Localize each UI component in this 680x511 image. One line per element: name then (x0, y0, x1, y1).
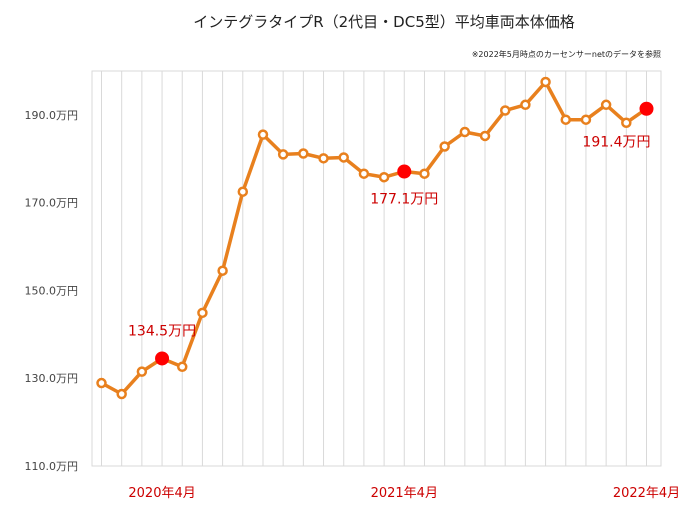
data-label: 134.5万円 (128, 323, 196, 339)
data-point (298, 148, 309, 159)
y-tick-label: 150.0万円 (25, 284, 79, 297)
highlight-point (155, 351, 170, 366)
data-point (560, 114, 572, 125)
data-point (358, 168, 370, 179)
x-tick-label: 2020年4月 (128, 486, 195, 501)
x-tick-label: 2021年4月 (371, 486, 438, 501)
highlight-point (639, 101, 654, 116)
data-point (257, 129, 269, 140)
series-line (99, 80, 649, 396)
data-point (217, 265, 228, 276)
data-point (600, 99, 612, 111)
y-axis: 110.0万円 130.0万円 150.0万円 170.0万円 190.0万円 (25, 109, 79, 473)
highlight-point (397, 164, 412, 179)
data-labels: 134.5万円 177.1万円 191.4万円 (128, 135, 650, 340)
y-tick-label: 110.0万円 (25, 460, 79, 473)
data-label: 177.1万円 (370, 192, 438, 208)
data-point (580, 114, 592, 125)
plot-area (91, 70, 662, 467)
grid-lines (101, 71, 647, 466)
price-series (96, 76, 654, 400)
x-tick-label: 2022年4月 (613, 486, 680, 501)
y-tick-label: 170.0万円 (25, 197, 79, 210)
data-point (96, 377, 107, 389)
y-tick-label: 130.0万円 (25, 372, 79, 385)
data-point (499, 105, 511, 116)
y-tick-label: 190.0万円 (25, 109, 79, 122)
data-point (520, 99, 531, 111)
data-point (318, 153, 329, 164)
data-point (116, 388, 127, 400)
chart-title: インテグラタイプR（2代目・DC5型）平均車両本体価格 (193, 13, 575, 31)
data-point (338, 152, 349, 163)
data-label: 191.4万円 (582, 135, 650, 151)
data-point (237, 186, 249, 197)
data-point (197, 307, 208, 319)
data-point (540, 76, 551, 88)
data-point (277, 149, 289, 160)
data-point (479, 130, 491, 142)
data-point (176, 361, 188, 373)
data-point (439, 141, 450, 152)
data-point (621, 117, 632, 129)
x-axis: 2020年4月 2021年4月 2022年4月 (128, 486, 680, 501)
data-point (136, 366, 148, 377)
data-point (459, 126, 471, 138)
plot-border (91, 70, 662, 467)
data-point (419, 168, 430, 179)
data-point (378, 171, 390, 183)
chart-note: ※2022年5月時点のカーセンサーnetのデータを参照 (472, 49, 661, 59)
